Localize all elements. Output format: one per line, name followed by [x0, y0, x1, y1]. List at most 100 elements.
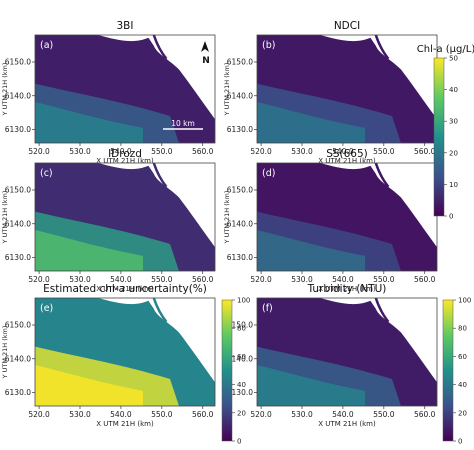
x-tick-label: 550.0	[151, 147, 173, 156]
map-body	[257, 163, 437, 271]
x-tick-label: 530.0	[69, 275, 91, 284]
colorbar-tick-label: 80	[458, 325, 467, 333]
x-tick-label: 530.0	[291, 275, 313, 284]
colorbar-tick-label: 0	[458, 438, 462, 446]
land-mask	[98, 163, 154, 170]
panel-frame	[256, 162, 438, 272]
colorbar-gradient	[221, 299, 233, 442]
colorbar-tick-label: 100	[458, 297, 471, 305]
colorbar-tick-label: 60	[237, 353, 246, 361]
panel-frame	[34, 297, 216, 407]
y-axis-label: Y UTM 21H (km)	[1, 63, 9, 117]
x-tick-label: 550.0	[151, 410, 173, 419]
x-tick-label: 550.0	[151, 275, 173, 284]
x-tick-label: 530.0	[69, 147, 91, 156]
colorbar-tick-label: 40	[237, 381, 246, 389]
panel-title: NDCI	[334, 20, 360, 32]
x-tick-label: 530.0	[69, 410, 91, 419]
x-tick-label: 540.0	[110, 410, 132, 419]
colorbar-tick-label: 60	[458, 353, 467, 361]
plume-core	[35, 101, 143, 143]
x-tick-label: 540.0	[110, 147, 132, 156]
colorbar-gradient	[433, 57, 445, 217]
y-tick-label: 6140.0	[5, 91, 31, 100]
y-tick-label: 6140.0	[227, 219, 253, 228]
panel-frame	[256, 297, 438, 407]
map-body	[257, 298, 437, 406]
x-axis-label: X UTM 21H (km)	[318, 285, 376, 293]
y-tick-label: 6130.0	[5, 253, 31, 262]
map-panel: (b) NDCI 520.0 530.0 540.0 550.0 560.0 6130.0 61…	[223, 20, 438, 165]
river-channel	[152, 298, 168, 323]
map-panel: (a) 3BI 520.0 530.0 540.0 550.0 560.0 6130.0 614…	[1, 20, 216, 165]
y-tick-label: 6130.0	[5, 388, 31, 397]
panel-frame	[34, 162, 216, 272]
y-tick-label: 6150.0	[5, 186, 31, 195]
x-tick-label: 530.0	[291, 410, 313, 419]
x-tick-label: 560.0	[414, 275, 436, 284]
map-body	[35, 35, 215, 143]
scale-bar-label: 10 km	[171, 119, 195, 128]
x-tick-label: 540.0	[332, 147, 354, 156]
panel-title: Estimated chl-a uncertainty(%)	[43, 283, 207, 295]
y-tick-label: 6140.0	[227, 354, 253, 363]
river-channel	[374, 163, 390, 188]
map-body	[35, 163, 215, 271]
plume-core	[35, 229, 143, 271]
x-tick-label: 560.0	[192, 275, 214, 284]
y-tick-label: 6150.0	[5, 58, 31, 67]
plume-core	[257, 364, 365, 406]
x-tick-label: 540.0	[110, 275, 132, 284]
panel-letter: (b)	[262, 40, 275, 51]
y-axis-label: Y UTM 21H (km)	[1, 191, 9, 245]
map-panel: (d) SS(665) 520.0 530.0 540.0 550.0 560.0 6130.…	[223, 148, 438, 293]
north-label: N	[202, 56, 210, 66]
colorbar-label: Chl-a (µg/L)	[417, 44, 474, 55]
colorbar-tick-label: 40	[458, 381, 467, 389]
x-tick-label: 550.0	[373, 147, 395, 156]
land-mask	[98, 35, 154, 42]
y-axis-label: Y UTM 21H (km)	[223, 63, 231, 117]
river-channel	[374, 35, 390, 60]
land-mask	[320, 35, 376, 42]
map-panel: (e) Estimated chl-a uncertainty(%) 520.0 53…	[1, 283, 216, 428]
x-tick-label: 550.0	[373, 275, 395, 284]
x-tick-label: 520.0	[28, 275, 50, 284]
x-tick-label: 520.0	[28, 147, 50, 156]
colorbar-tick-label: 0	[449, 213, 453, 221]
colorbar-tick-label: 100	[237, 297, 250, 305]
colorbar-tick-label: 0	[237, 438, 241, 446]
north-arrow-icon	[201, 41, 209, 52]
colorbar-tick-label: 20	[237, 409, 246, 417]
y-tick-label: 6150.0	[227, 58, 253, 67]
panel-letter: (d)	[262, 168, 275, 179]
plume-core	[35, 364, 143, 406]
plume-core	[257, 229, 365, 271]
colorbar-tick-label: 30	[449, 118, 458, 126]
x-tick-label: 520.0	[250, 410, 272, 419]
y-tick-label: 6150.0	[227, 186, 253, 195]
panel-letter: (c)	[40, 168, 53, 179]
x-tick-label: 560.0	[192, 147, 214, 156]
land-mask	[320, 298, 376, 305]
x-axis-label: X UTM 21H (km)	[96, 420, 154, 428]
x-tick-label: 520.0	[28, 410, 50, 419]
y-tick-label: 6140.0	[5, 354, 31, 363]
y-tick-label: 6140.0	[227, 91, 253, 100]
plume-core	[257, 101, 365, 143]
map-panel: (f) Turbidity (NTU) 520.0 530.0 540.0 550.0 56…	[223, 283, 438, 428]
y-tick-label: 6150.0	[227, 321, 253, 330]
panel-title: IDrozd	[108, 148, 142, 160]
y-tick-label: 6140.0	[5, 219, 31, 228]
colorbar-tick-label: 10	[449, 181, 458, 189]
panel-title: Turbidity (NTU)	[307, 283, 387, 295]
colorbar-tick-label: 20	[449, 149, 458, 157]
x-tick-label: 560.0	[414, 147, 436, 156]
colorbar: 0 20 40 60 80 100	[442, 297, 471, 446]
land-mask	[320, 163, 376, 170]
y-tick-label: 6150.0	[5, 321, 31, 330]
river-channel	[152, 35, 168, 60]
river-channel	[374, 298, 390, 323]
